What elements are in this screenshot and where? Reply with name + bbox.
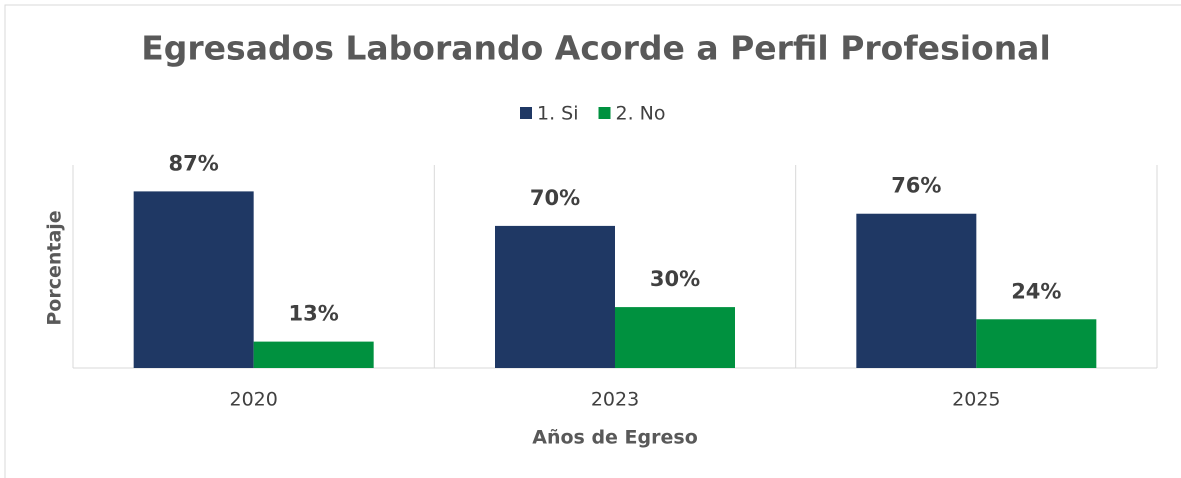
chart-title: Egresados Laborando Acorde a Perfil Prof… [141,29,1051,68]
x-axis-title: Años de Egreso [532,427,698,449]
bar [253,341,374,368]
data-label: 24% [1011,279,1061,303]
x-tick-label: 2020 [229,389,277,411]
x-tick-label: 2023 [591,389,639,411]
data-label: 30% [650,267,700,291]
legend-swatch [598,107,611,119]
bar [133,191,254,368]
legend-swatch [520,107,532,119]
bar [495,225,615,368]
y-axis-title: Porcentaje [44,210,66,325]
legend-label: 1. Si [537,103,579,125]
data-label: 87% [169,151,219,175]
data-label: 70% [530,186,580,210]
data-label: 13% [289,302,339,326]
chart-border [4,4,1181,478]
bar [615,307,735,368]
legend-label: 2. No [616,103,666,125]
x-tick-label: 2025 [952,389,1000,411]
bar [976,319,1097,368]
data-label: 76% [891,174,941,198]
bar [856,213,977,368]
